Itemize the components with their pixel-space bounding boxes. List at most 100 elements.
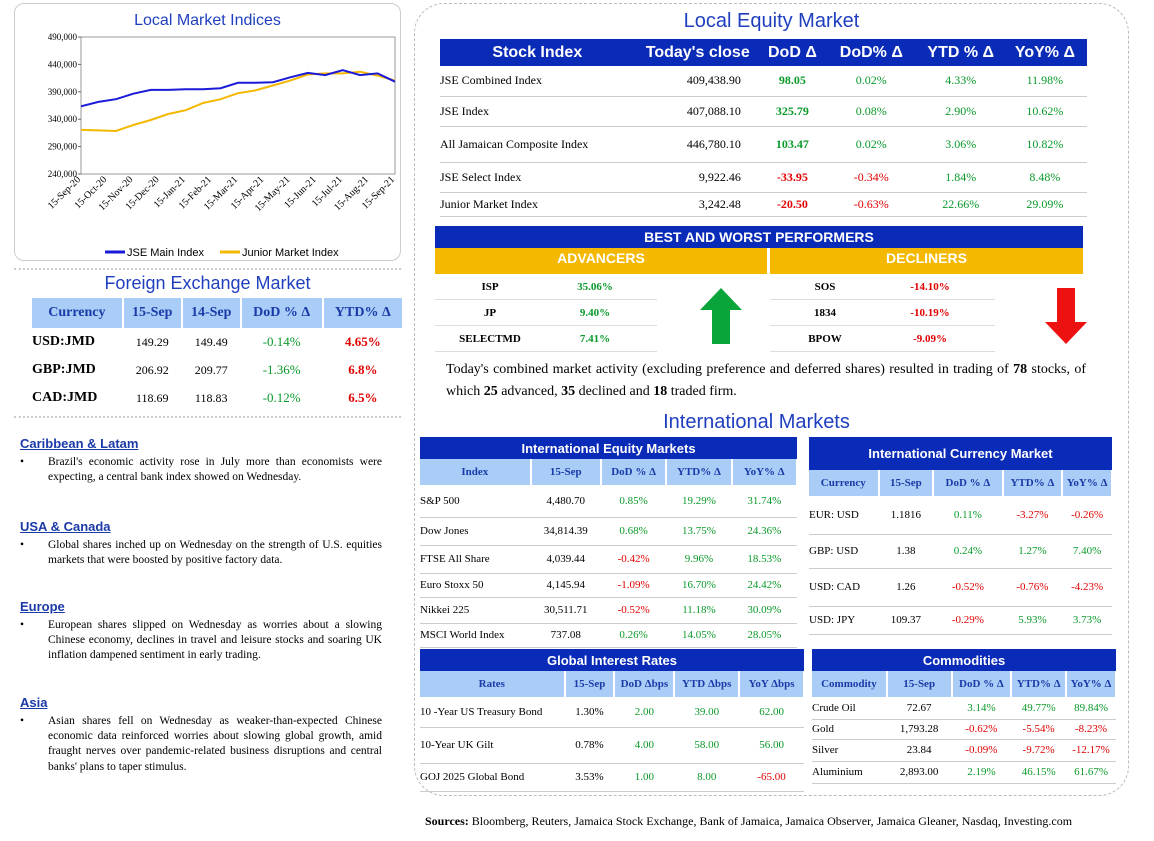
equity-cell: JSE Select Index — [440, 162, 635, 193]
equity-row: JSE Index 407,088.10 325.79 0.08% 2.90% 10.62… — [440, 96, 1087, 127]
equity-cell: 0.08% — [823, 96, 919, 127]
equity-cell: 325.79 — [760, 96, 824, 127]
rates-header-cell: Rates — [420, 671, 566, 697]
performer-symbol: JP — [483, 306, 497, 319]
ieq-cell: 0.68% — [600, 517, 667, 546]
comm-header-row: Commodity 15-Sep DoD % Δ YTD% Δ YoY% Δ — [812, 671, 1117, 697]
news-bullet: • Brazil's economic activity rose in July… — [20, 455, 382, 485]
equity-header-cell: DoD% Δ — [823, 39, 919, 66]
icur-header-row: Currency 15-Sep DoD % Δ YTD% Δ YoY% Δ — [809, 470, 1113, 496]
equity-cell: -0.63% — [823, 192, 919, 217]
performer-row: 1834 -10.19% — [770, 300, 995, 326]
news-heading[interactable]: Caribbean & Latam — [20, 436, 139, 451]
ieq-cell: -0.52% — [600, 597, 667, 624]
icur-cell: 7.40% — [1062, 534, 1112, 569]
comm-row: Aluminium 2,893.00 2.19% 46.15% 61.67% — [812, 761, 1116, 784]
right-panel — [414, 3, 1129, 796]
equity-cell: 1.84% — [918, 162, 1003, 193]
icur-row: GBP: USD 1.38 0.24% 1.27% 7.40% — [809, 534, 1112, 569]
icur-cell: -0.52% — [933, 568, 1003, 607]
fx-cell: 118.69 — [135, 390, 169, 405]
icur-header-cell: YTD% Δ — [1002, 470, 1064, 496]
equity-header-cell: DoD Δ — [760, 39, 824, 66]
ieq-cell: MSCI World Index — [420, 623, 531, 648]
equity-row: Junior Market Index 3,242.48 -20.50 -0.63% 2… — [440, 192, 1087, 217]
rates-header-cell: 15-Sep — [564, 671, 616, 697]
ieq-cell: 28.05% — [731, 623, 797, 648]
equity-cell: -20.50 — [760, 192, 824, 217]
rates-header-cell: YoY Δbps — [739, 671, 805, 697]
comm-header-cell: Commodity — [812, 671, 888, 697]
rates-header-cell: DoD Δbps — [614, 671, 676, 697]
icur-cell: 3.73% — [1062, 606, 1112, 635]
equity-cell: 22.66% — [918, 192, 1003, 217]
fx-row: CAD:JMD 118.69 118.83 -0.12% 6.5% — [32, 384, 403, 412]
divider — [14, 416, 401, 418]
fx-cell: 149.49 — [194, 334, 228, 349]
y-tick-label: 440,000 — [48, 59, 78, 69]
equity-cell: JSE Combined Index — [440, 66, 635, 97]
news-heading[interactable]: Asia — [20, 695, 48, 710]
performer-change: 35.06% — [577, 280, 613, 293]
performer-row: JP 9.40% — [435, 300, 657, 326]
comm-title: Commodities — [812, 649, 1116, 671]
equity-table-wrap: Stock Index Today's close DoD Δ DoD% Δ YTD %… — [440, 39, 1087, 217]
ieq-cell: S&P 500 — [420, 485, 531, 518]
ieq-header-cell: YTD% Δ — [666, 459, 733, 485]
equity-cell: JSE Index — [440, 96, 635, 127]
rates-cell: -65.00 — [739, 763, 804, 792]
performer-symbol: SOS — [814, 280, 836, 293]
fx-row: USD:JMD 149.29 149.49 -0.14% 4.65% — [32, 328, 403, 356]
icur-cell: 1.1816 — [878, 496, 934, 535]
icur-header-cell: Currency — [809, 470, 880, 496]
equity-cell: 446,780.10 — [634, 126, 761, 163]
performer-symbol: ISP — [481, 280, 499, 293]
comm-header-cell: YoY% Δ — [1066, 671, 1117, 697]
equity-cell: 409,438.90 — [634, 66, 761, 97]
intl-equity-section: International Equity Markets Index 15-Sep D… — [420, 437, 799, 648]
comm-cell: 2,893.00 — [886, 761, 952, 784]
rates-cell: 1.30% — [564, 697, 615, 728]
icur-row: USD: JPY 109.37 -0.29% 5.93% 3.73% — [809, 606, 1112, 635]
equity-header-cell: Stock Index — [440, 39, 635, 66]
fx-cell: 149.29 — [135, 334, 169, 349]
ieq-cell: 30,511.71 — [530, 597, 601, 624]
comm-cell: 1,793.28 — [886, 719, 952, 740]
fx-header-row: Currency 15-Sep 14-Sep DoD % Δ YTD% Δ — [32, 298, 405, 328]
icur-cell: GBP: USD — [809, 534, 879, 569]
ieq-header-cell: Index — [420, 459, 532, 485]
rates-cell: 56.00 — [739, 727, 804, 764]
performer-row: BPOW -9.09% — [770, 326, 995, 352]
ieq-cell: 4,039.44 — [530, 545, 601, 574]
rates-cell: 10 -Year US Treasury Bond — [420, 697, 565, 728]
news-item: Caribbean & Latam • Brazil's economic acti… — [20, 436, 382, 485]
comm-row: Gold 1,793.28 -0.62% -5.54% -8.23% — [812, 719, 1116, 740]
ieq-cell: 4,145.94 — [530, 573, 601, 598]
news-text: European shares slipped on Wednesday as … — [48, 619, 382, 662]
equity-cell: 3.06% — [918, 126, 1003, 163]
rates-cell: 3.53% — [564, 763, 615, 792]
news-heading[interactable]: USA & Canada — [20, 519, 111, 534]
comm-row: Crude Oil 72.67 3.14% 49.77% 89.84% — [812, 697, 1116, 720]
news-heading[interactable]: Europe — [20, 599, 65, 614]
performer-row: SELECTMD 7.41% — [435, 326, 657, 352]
news-bullet: • European shares slipped on Wednesday as… — [20, 618, 382, 664]
fx-section: Foreign Exchange Market Currency 15-Sep 14… — [14, 268, 405, 418]
fx-table: Currency 15-Sep 14-Sep DoD % Δ YTD% Δ USD:JMD… — [32, 298, 405, 412]
intl-equity-table: International Equity Markets Index 15-Sep D… — [420, 437, 799, 648]
comm-header-cell: DoD % Δ — [951, 671, 1013, 697]
rates-header-cell: YTD Δbps — [674, 671, 741, 697]
icur-cell: EUR: USD — [809, 496, 879, 535]
ieq-cell: -0.42% — [600, 545, 667, 574]
divider — [14, 268, 401, 270]
series-line-junior — [80, 70, 396, 133]
rates-row: 10-Year UK Gilt 0.78% 4.00 58.00 56.00 — [420, 727, 804, 764]
news-text: Brazil's economic activity rose in July … — [48, 456, 382, 484]
equity-header-row: Stock Index Today's close DoD Δ DoD% Δ YTD %… — [440, 39, 1087, 66]
icur-cell: -3.27% — [1002, 496, 1063, 535]
comm-cell: Crude Oil — [812, 697, 887, 720]
equity-cell: 4.33% — [918, 66, 1003, 97]
performer-row: ISP 35.06% — [435, 274, 657, 300]
market-summary: Today's combined market activity (exclud… — [446, 362, 1086, 399]
